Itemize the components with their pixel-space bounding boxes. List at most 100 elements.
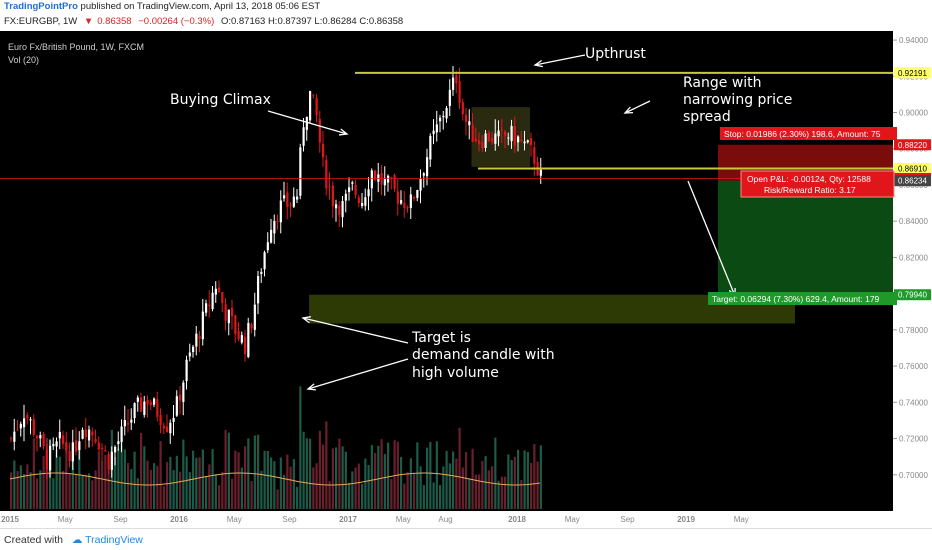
volume-bar xyxy=(127,463,130,509)
volume-bar xyxy=(39,470,42,509)
volume-bar xyxy=(520,479,523,509)
volume-bar xyxy=(348,482,351,509)
volume-bar xyxy=(234,450,237,509)
target-label-line2: demand candle with xyxy=(412,347,555,363)
volume-bar xyxy=(195,457,198,509)
volume-bar xyxy=(494,437,497,509)
volume-bar xyxy=(279,457,282,509)
candle-body xyxy=(507,137,510,139)
target-label-line3: high volume xyxy=(412,365,499,381)
footer: Created with ☁ TradingView xyxy=(0,528,932,550)
chart-legend-title: Euro Fx/British Pound, 1W, FXCM xyxy=(8,42,144,52)
volume-bar xyxy=(455,458,458,509)
candle-body xyxy=(351,182,354,184)
candle-body xyxy=(474,138,477,142)
candles xyxy=(10,66,542,480)
down-arrow-icon: ▼ xyxy=(83,16,94,27)
candle-body xyxy=(335,204,338,209)
candle-body xyxy=(182,382,185,402)
candle-body xyxy=(68,450,71,462)
volume-bar xyxy=(75,474,78,509)
target-zone xyxy=(718,180,893,295)
candle-body xyxy=(283,195,286,199)
candle-body xyxy=(471,124,474,142)
price-chart[interactable]: 0.940000.920000.900000.880000.860000.840… xyxy=(0,31,932,528)
target-text: Target: 0.06294 (7.30%) 629.4, Amount: 1… xyxy=(712,294,880,304)
volume-bar xyxy=(32,438,35,509)
candle-body xyxy=(364,197,367,206)
publisher-name[interactable]: TradingPointPro xyxy=(4,1,78,12)
volume-bar xyxy=(302,431,305,509)
candle-body xyxy=(452,77,455,90)
symbol-info: FX:EURGBP, 1W ▼ 0.86358 −0.00264 (−0.3%) … xyxy=(0,14,932,30)
candle-body xyxy=(396,191,399,204)
candle-body xyxy=(188,352,191,357)
volume-bar xyxy=(481,460,484,509)
volume-bar xyxy=(533,443,536,509)
volume-bar xyxy=(107,468,110,509)
volume-bar xyxy=(71,446,74,509)
volume-bar xyxy=(377,445,380,509)
volume-bar xyxy=(159,441,162,509)
candle-body xyxy=(530,138,533,146)
volume-bar xyxy=(211,449,214,509)
target-label-line1: Target is xyxy=(411,330,471,346)
range-label-line1: Range with xyxy=(683,75,762,91)
tradingview-brand[interactable]: TradingView xyxy=(85,534,143,546)
volume-bar xyxy=(380,439,383,509)
volume-bar xyxy=(400,456,403,509)
volume-bar xyxy=(305,438,308,509)
candle-body xyxy=(78,441,81,451)
volume-bar xyxy=(266,450,269,509)
volume-bar xyxy=(276,489,279,509)
price-tag-label: 0.92191 xyxy=(898,69,927,78)
risk-reward-text: Risk/Reward Ratio: 3.17 xyxy=(764,185,856,195)
candle-body xyxy=(208,304,211,306)
volume-bar xyxy=(526,451,529,509)
time-tick-label: Sep xyxy=(113,515,128,524)
volume-bar xyxy=(42,456,45,509)
candle-body xyxy=(266,242,269,251)
volume-bar xyxy=(120,438,123,509)
volume-bar xyxy=(351,471,354,509)
volume-bar xyxy=(143,446,146,509)
volume-bar xyxy=(162,486,165,509)
volume-bar xyxy=(338,438,341,509)
volume-bar xyxy=(309,438,312,509)
volume-bar xyxy=(487,470,490,509)
volume-bar xyxy=(253,435,256,509)
candle-body xyxy=(221,292,224,303)
candle-body xyxy=(513,126,516,146)
candle-body xyxy=(257,276,260,304)
time-tick-label: Sep xyxy=(282,515,297,524)
volume-bar xyxy=(55,449,58,509)
price-tag-entry xyxy=(894,175,931,187)
volume-bar xyxy=(149,470,152,509)
volume-bar xyxy=(513,456,516,509)
volume-bar xyxy=(221,471,224,509)
volume-bar xyxy=(439,485,442,509)
candle-body xyxy=(455,75,458,84)
volume-bar xyxy=(367,465,370,509)
candle-body xyxy=(162,425,165,429)
volume-bar xyxy=(23,474,26,509)
volume-bar xyxy=(361,484,364,509)
volume-bar xyxy=(523,450,526,509)
candle-body xyxy=(247,322,250,357)
volume-bar xyxy=(341,446,344,509)
candle-body xyxy=(26,415,29,419)
time-tick-label: May xyxy=(565,515,580,524)
candle-body xyxy=(322,143,325,158)
candle-body xyxy=(367,189,370,197)
volume-bar xyxy=(442,466,445,509)
time-tick-label: 2018 xyxy=(508,515,526,524)
volume-bar xyxy=(393,440,396,509)
volume-bar xyxy=(84,474,87,509)
last-price: 0.86358 xyxy=(97,16,132,27)
volume-bar xyxy=(461,467,464,509)
volume-bar xyxy=(214,474,217,509)
candle-body xyxy=(348,187,351,193)
candle-body xyxy=(383,178,386,186)
target-arrow-upper xyxy=(301,316,409,344)
volume-bar xyxy=(78,444,81,509)
